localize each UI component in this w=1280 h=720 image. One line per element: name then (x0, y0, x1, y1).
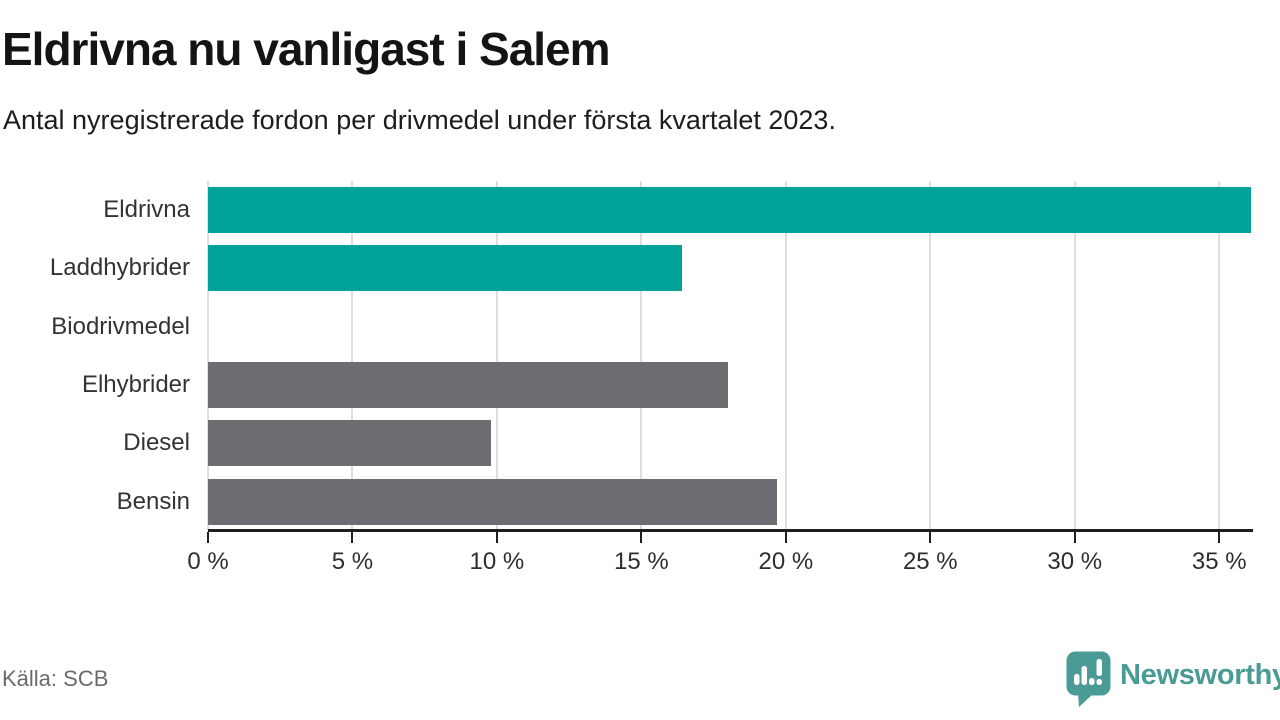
gridline-15 (640, 181, 643, 531)
x-axis-line (208, 529, 1253, 532)
bar-row (208, 414, 1251, 472)
gridline-10 (495, 181, 498, 531)
x-axis-tick-label: 30 % (1047, 548, 1103, 575)
category-label-row: Bensin (0, 473, 196, 531)
bar-row (208, 356, 1251, 414)
newsworthy-wordmark: Newsworthy (1120, 659, 1280, 691)
category-label: Elhybrider (81, 371, 190, 399)
x-axis-tick-label: 5 % (331, 548, 374, 575)
x-axis-tick-label: 0 % (187, 548, 229, 575)
x-axis: 0 % 5 % 10 % 15 % 20 % 25 % 30 % 35 % (187, 532, 1251, 584)
gridline-25 (929, 181, 932, 531)
bar-elhybrider (208, 362, 729, 409)
bar-row (208, 239, 1251, 297)
gridline-30 (1073, 181, 1076, 531)
bars (208, 181, 1251, 531)
plot-area (207, 181, 1251, 531)
chart-title: Eldrivna nu vanligast i Salem (2, 23, 611, 75)
x-axis-tick-label: 35 % (1191, 548, 1247, 575)
category-label-row: Elhybrider (0, 356, 196, 414)
x-axis-tick (207, 532, 209, 543)
x-axis-tick (495, 532, 498, 543)
newsworthy-bubble-chart-icon (1066, 651, 1111, 707)
x-axis-tick (1218, 532, 1221, 543)
bar-row (208, 298, 1251, 356)
category-label-row: Diesel (0, 414, 196, 472)
category-label-row: Laddhybrider (0, 239, 196, 297)
x-axis-tick-label: 20 % (758, 548, 814, 575)
x-axis-tick (1073, 532, 1076, 543)
category-label: Bensin (116, 487, 190, 515)
newsworthy-logo: Newsworthy (1066, 651, 1280, 709)
category-label-row: Biodrivmedel (0, 298, 196, 356)
category-label: Laddhybrider (49, 254, 190, 282)
x-axis-tick (929, 532, 932, 543)
x-axis-tick (640, 532, 643, 543)
bar-laddhybrider (208, 245, 682, 292)
category-labels: Eldrivna Laddhybrider Biodrivmedel Elhybrid… (0, 181, 196, 531)
x-axis-tick (351, 532, 354, 543)
x-axis-tick-label: 25 % (902, 548, 958, 575)
bar-eldrivna (208, 187, 1251, 234)
gridline-0 (207, 181, 209, 531)
bar-bensin (208, 478, 778, 525)
x-axis-tick (784, 532, 787, 543)
bar-row (208, 181, 1251, 239)
chart-subtitle: Antal nyregistrerade fordon per drivmede… (3, 105, 836, 135)
category-label: Eldrivna (103, 196, 190, 224)
source-note: Källa: SCB (2, 666, 109, 691)
x-axis-tick-label: 10 % (469, 548, 525, 575)
category-label-row: Eldrivna (0, 181, 196, 239)
gridline-5 (351, 181, 354, 531)
gridline-20 (784, 181, 787, 531)
category-label: Biodrivmedel (51, 312, 190, 340)
bar-diesel (208, 420, 492, 467)
gridline-35 (1218, 181, 1221, 531)
bar-row (208, 473, 1251, 531)
category-label: Diesel (123, 429, 190, 457)
x-axis-tick-label: 15 % (614, 548, 669, 575)
